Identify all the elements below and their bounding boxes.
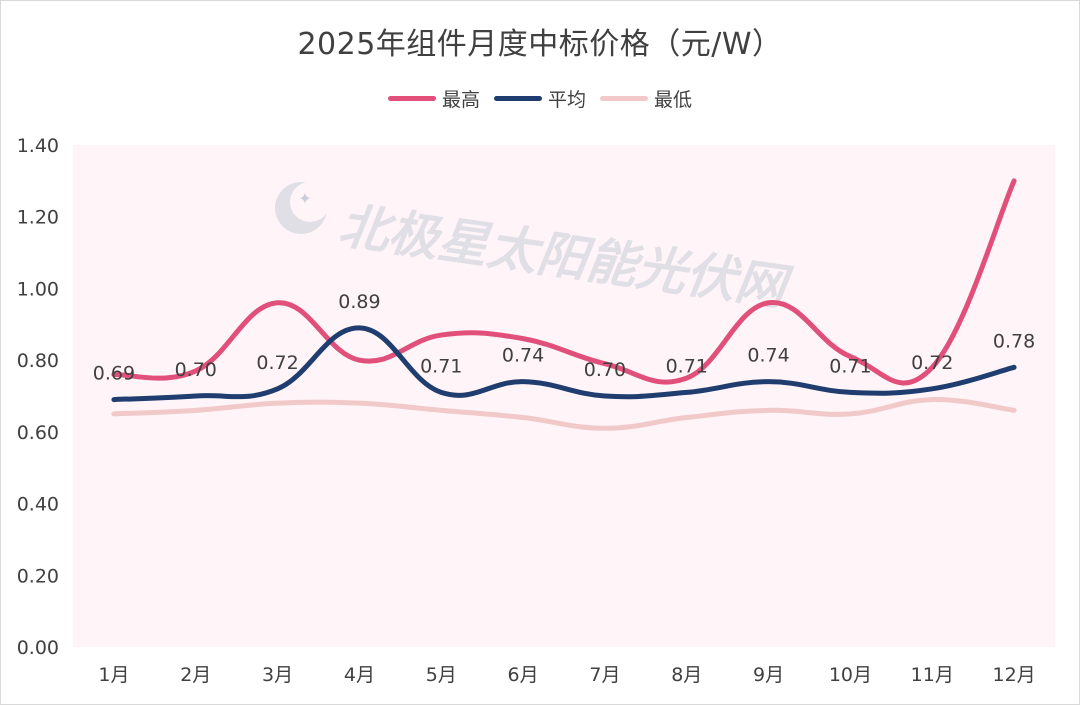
- data-label-avg: 0.74: [502, 345, 544, 367]
- x-tick-label: 5月: [426, 664, 457, 686]
- data-label-avg: 0.78: [993, 330, 1035, 352]
- y-tick-label: 0.60: [17, 422, 59, 444]
- y-tick-label: 0.40: [17, 494, 59, 516]
- data-label-avg: 0.89: [338, 291, 380, 313]
- legend-label-avg: 平均: [547, 89, 586, 111]
- x-tick-label: 9月: [753, 664, 784, 686]
- y-tick-label: 1.20: [17, 207, 59, 229]
- data-label-avg: 0.71: [666, 355, 708, 377]
- x-tick-label: 11月: [911, 664, 954, 686]
- legend-item-avg: 平均: [493, 85, 586, 112]
- x-tick-label: 10月: [829, 664, 872, 686]
- legend-label-max: 最高: [441, 89, 480, 111]
- x-tick-label: 8月: [671, 664, 702, 686]
- data-label-avg: 0.71: [420, 355, 462, 377]
- y-tick-label: 1.00: [17, 278, 59, 300]
- data-label-avg: 0.69: [93, 363, 135, 385]
- y-tick-label: 1.40: [17, 135, 59, 157]
- x-tick-label: 7月: [589, 664, 620, 686]
- legend-swatch-min: [600, 96, 648, 101]
- watermark-logo-moon: [290, 182, 330, 222]
- series-line-min: [111, 397, 1017, 431]
- legend-item-min: 最低: [600, 85, 692, 112]
- x-tick-label: 3月: [262, 664, 293, 686]
- x-tick-label: 12月: [992, 664, 1035, 686]
- data-label-avg: 0.72: [256, 352, 298, 374]
- data-label-avg: 0.70: [584, 359, 626, 381]
- y-tick-label: 0.00: [17, 637, 59, 659]
- legend-swatch-avg: [493, 96, 542, 101]
- chart-legend: 最高 平均 最低: [1, 85, 1079, 112]
- data-label-avg: 0.72: [911, 352, 953, 374]
- y-tick-label: 0.80: [17, 350, 59, 372]
- legend-item-max: 最高: [387, 85, 480, 112]
- x-tick-label: 1月: [98, 664, 129, 686]
- data-label-avg: 0.71: [829, 355, 871, 377]
- series-line-max: [111, 178, 1017, 386]
- x-tick-label: 2月: [180, 664, 211, 686]
- data-label-avg: 0.74: [747, 345, 789, 367]
- y-tick-label: 0.20: [17, 565, 59, 587]
- series-line-avg: [111, 325, 1017, 403]
- legend-label-min: 最低: [654, 89, 693, 111]
- x-tick-label: 6月: [508, 664, 539, 686]
- x-tick-label: 4月: [344, 664, 375, 686]
- data-label-avg: 0.70: [175, 359, 217, 381]
- legend-swatch-max: [387, 96, 436, 101]
- chart-title: 2025年组件月度中标价格（元/W）: [297, 27, 783, 62]
- watermark-star-icon: ✦: [298, 189, 311, 208]
